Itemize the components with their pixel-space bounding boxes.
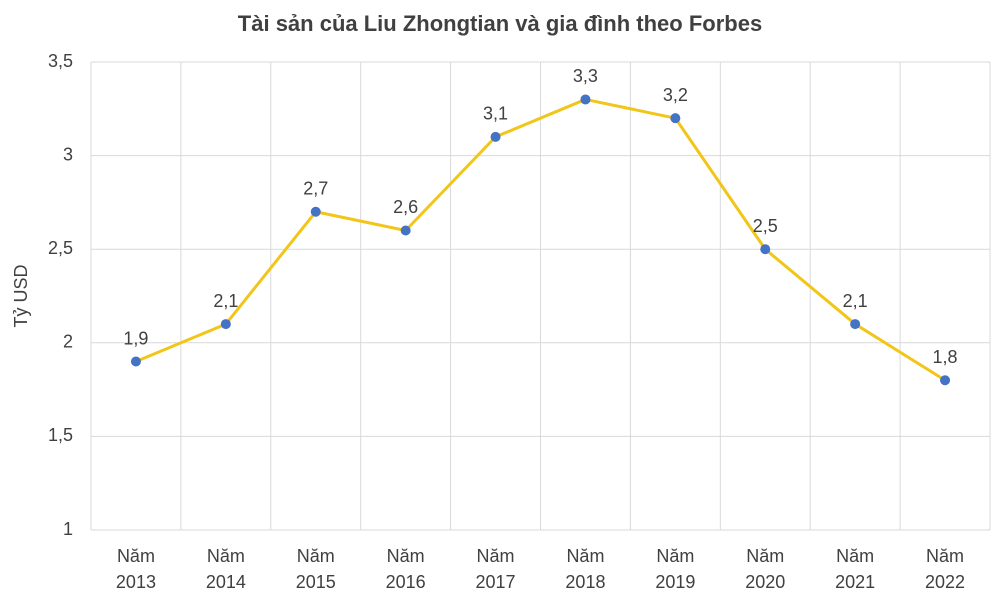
data-label: 2,1 (213, 291, 238, 311)
data-point (850, 319, 861, 330)
data-point (220, 319, 231, 330)
x-tick-label: Năm 2018 (565, 546, 605, 592)
x-tick-label: Năm 2020 (745, 546, 785, 592)
data-label: 3,2 (663, 85, 688, 105)
x-tick-label: Năm 2013 (116, 546, 156, 592)
data-point (760, 244, 771, 255)
y-axis-label: Tỷ USD (11, 264, 31, 327)
data-point (490, 131, 501, 142)
x-tick-label: Năm 2021 (835, 546, 875, 592)
data-label: 2,5 (753, 216, 778, 236)
data-label: 1,8 (933, 347, 958, 367)
data-point (310, 206, 321, 217)
line-series (135, 97, 946, 382)
y-tick-label: 3 (63, 144, 73, 164)
data-label: 2,7 (303, 179, 328, 199)
data-point (130, 356, 141, 367)
data-point (580, 94, 591, 105)
y-tick-label: 1 (63, 519, 73, 539)
data-label: 1,9 (123, 328, 148, 348)
y-tick-label: 1,5 (48, 425, 73, 445)
data-label: 3,3 (573, 66, 598, 86)
x-tick-label: Năm 2019 (655, 546, 695, 592)
y-tick-label: 3,5 (48, 51, 73, 71)
x-tick-label: Năm 2015 (296, 546, 336, 592)
data-point (940, 375, 951, 386)
data-label: 2,6 (393, 197, 418, 217)
y-tick-label: 2,5 (48, 238, 73, 258)
data-label: 2,1 (843, 291, 868, 311)
x-tick-label: Năm 2017 (476, 546, 516, 592)
x-tick-label: Năm 2014 (206, 546, 246, 592)
data-label: 3,1 (483, 104, 508, 124)
x-tick-label: Năm 2016 (386, 546, 426, 592)
chart-title: Tài sản của Liu Zhongtian và gia đình th… (238, 11, 762, 36)
data-point (670, 113, 681, 124)
y-tick-label: 2 (63, 332, 73, 352)
data-point (400, 225, 411, 236)
x-tick-label: Năm 2022 (925, 546, 965, 592)
